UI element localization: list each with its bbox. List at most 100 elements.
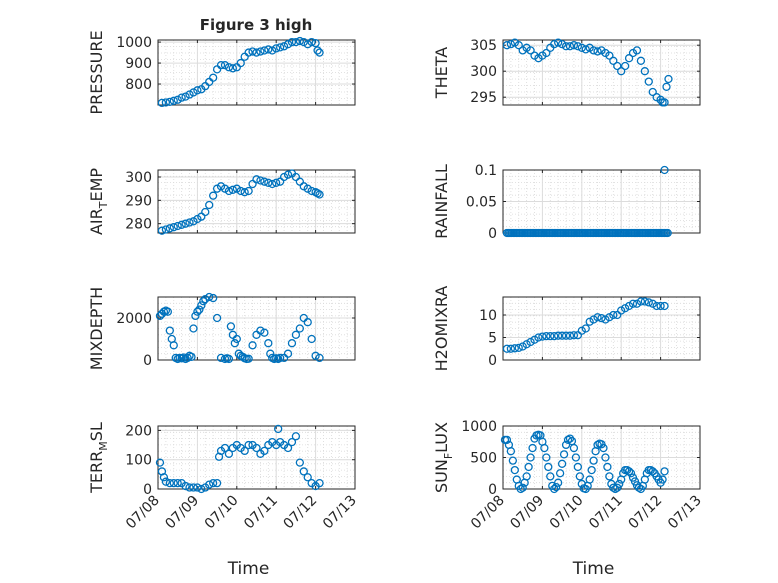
data-point (660, 467, 669, 476)
data-point (510, 465, 519, 475)
data-point (183, 353, 192, 363)
data-point (244, 354, 253, 363)
data-point (664, 74, 673, 84)
data-point (311, 351, 320, 360)
data-point (260, 328, 269, 337)
data-point (554, 478, 563, 487)
data-point (161, 477, 171, 486)
data-point (565, 42, 575, 51)
data-point (634, 483, 644, 492)
data-point (191, 311, 200, 321)
data-point (291, 432, 301, 441)
y-axis-label: PRESSURE (87, 30, 106, 114)
y-tick-label: 295 (470, 90, 497, 106)
data-point (597, 313, 606, 323)
y-tick-label: 0 (488, 353, 497, 369)
y-tick-label: 290 (125, 193, 152, 209)
data-point (205, 292, 214, 302)
x-axis-label: Time (572, 559, 615, 579)
data-point (283, 40, 293, 49)
data-point (295, 36, 304, 46)
y-tick-label: 10 (479, 308, 497, 324)
axes-box (157, 169, 356, 234)
data-point (508, 456, 517, 465)
figure-title: Figure 3 high (200, 16, 313, 34)
data-point (538, 332, 547, 341)
data-point (256, 326, 265, 335)
data-point (230, 339, 239, 348)
data-point (165, 326, 174, 335)
data-point (193, 483, 202, 492)
y-tick-label: 800 (125, 77, 152, 93)
data-point (209, 191, 218, 200)
data-point (613, 61, 622, 71)
data-point (593, 313, 602, 322)
data-point (181, 92, 190, 101)
data-point (589, 46, 598, 55)
subplot-4: 0 0.05 0.1 RAINFALL (432, 163, 701, 242)
data-point (632, 46, 642, 55)
data-point (648, 87, 657, 97)
data-point (195, 305, 204, 314)
data-point (260, 177, 269, 186)
data-point (554, 38, 563, 47)
data-point (660, 165, 669, 175)
data-point (197, 484, 206, 494)
data-point (173, 95, 182, 104)
data-point (169, 223, 178, 232)
data-point (260, 46, 269, 55)
data-point (228, 185, 238, 194)
data-point (279, 42, 289, 51)
data-point (575, 472, 584, 481)
axes-box (157, 39, 356, 106)
y-tick-label: 0 (143, 482, 152, 498)
data-point (557, 331, 567, 340)
data-point (155, 458, 165, 467)
data-point (264, 339, 273, 348)
data-point (264, 178, 273, 187)
data-point (510, 344, 519, 353)
data-point (240, 446, 249, 456)
data-point (593, 47, 602, 56)
y-tick-label: 100 (125, 453, 152, 469)
data-point (275, 353, 285, 363)
data-point (563, 435, 573, 445)
data-point (550, 40, 559, 49)
data-point (224, 354, 234, 364)
data-point (585, 475, 594, 484)
data-point (161, 225, 171, 234)
y-axis-label: TERRMSL (87, 422, 110, 494)
data-point (212, 478, 222, 488)
data-point (240, 188, 249, 197)
data-point (561, 42, 571, 51)
data-point (561, 440, 571, 450)
data-point (573, 462, 583, 472)
data-point (524, 462, 533, 472)
data-point (303, 473, 312, 482)
y-tick-label: 5 (488, 331, 497, 347)
data-point (611, 484, 620, 494)
subplot-2: 295 300 305 THETA (432, 38, 701, 107)
data-point (313, 46, 322, 55)
y-tick-label: 500 (470, 451, 497, 467)
data-point (577, 43, 586, 52)
y-tick-label: 200 (125, 423, 152, 439)
data-point (615, 479, 624, 489)
data-point (528, 443, 537, 453)
data-point (550, 331, 559, 341)
data-point (165, 224, 174, 233)
axes-box (157, 425, 356, 490)
data-point (546, 472, 555, 481)
data-point (660, 98, 669, 107)
data-point (609, 56, 618, 65)
data-point (605, 51, 614, 60)
data-point (177, 93, 186, 102)
data-point (189, 483, 198, 492)
data-point (636, 56, 646, 65)
x-axis-label: Time (227, 559, 270, 579)
axes-box (502, 39, 701, 106)
data-point (569, 443, 579, 453)
data-point (272, 44, 281, 53)
